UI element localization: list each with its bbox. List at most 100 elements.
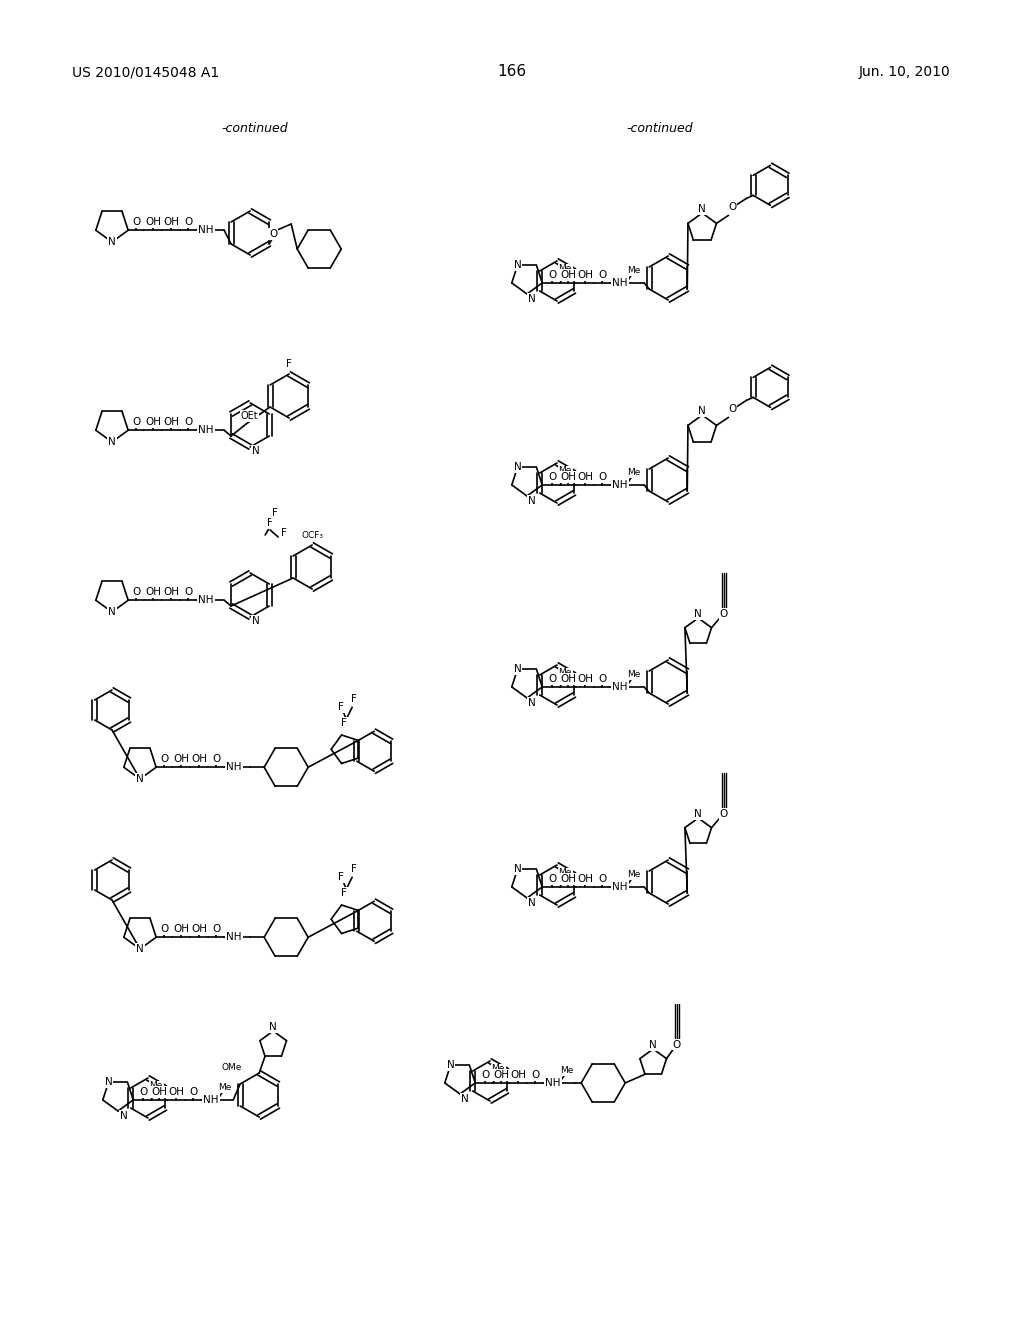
Text: N: N — [461, 1094, 469, 1104]
Text: F: F — [267, 517, 273, 528]
Text: Me: Me — [560, 1067, 573, 1076]
Text: -continued: -continued — [627, 121, 693, 135]
Text: NH: NH — [199, 425, 214, 436]
Text: N: N — [252, 616, 260, 626]
Text: F: F — [341, 888, 347, 898]
Text: OH: OH — [163, 587, 179, 597]
Text: O: O — [728, 202, 736, 213]
Text: O: O — [548, 675, 556, 684]
Text: N: N — [514, 865, 521, 874]
Text: OH: OH — [560, 271, 577, 280]
Text: OH: OH — [163, 218, 179, 227]
Text: O: O — [269, 228, 278, 239]
Text: O: O — [728, 404, 736, 414]
Text: N: N — [109, 437, 116, 447]
Text: O: O — [531, 1071, 540, 1080]
Text: O: O — [720, 809, 728, 818]
Text: N: N — [136, 944, 144, 954]
Text: Me: Me — [558, 466, 572, 475]
Text: O: O — [160, 924, 168, 935]
Text: N: N — [109, 607, 116, 616]
Text: -continued: -continued — [221, 121, 289, 135]
Text: NH: NH — [612, 882, 628, 892]
Text: N: N — [446, 1060, 455, 1071]
Text: N: N — [528, 496, 536, 506]
Text: OH: OH — [560, 874, 577, 884]
Text: Me: Me — [628, 469, 641, 478]
Text: O: O — [598, 675, 606, 684]
Text: OH: OH — [145, 587, 161, 597]
Text: F: F — [286, 359, 292, 370]
Text: OH: OH — [145, 417, 161, 428]
Text: N: N — [136, 774, 144, 784]
Text: O: O — [548, 473, 556, 482]
Text: N: N — [252, 446, 260, 455]
Text: F: F — [338, 702, 344, 713]
Text: O: O — [212, 924, 220, 935]
Text: F: F — [351, 865, 357, 874]
Text: F: F — [272, 508, 279, 517]
Text: Me: Me — [150, 1081, 163, 1090]
Text: NH: NH — [203, 1096, 219, 1105]
Text: Me: Me — [558, 264, 572, 273]
Text: N: N — [104, 1077, 113, 1088]
Text: OH: OH — [168, 1086, 184, 1097]
Text: OH: OH — [191, 754, 207, 764]
Text: N: N — [269, 1022, 278, 1032]
Text: N: N — [109, 238, 116, 247]
Text: F: F — [351, 694, 357, 705]
Text: N: N — [698, 407, 707, 416]
Text: N: N — [528, 294, 536, 304]
Text: O: O — [189, 1086, 198, 1097]
Text: O: O — [132, 587, 140, 597]
Text: NH: NH — [612, 682, 628, 692]
Text: OH: OH — [560, 473, 577, 482]
Text: OH: OH — [145, 218, 161, 227]
Text: Jun. 10, 2010: Jun. 10, 2010 — [858, 65, 950, 79]
Text: O: O — [212, 754, 220, 764]
Text: US 2010/0145048 A1: US 2010/0145048 A1 — [72, 65, 219, 79]
Text: F: F — [341, 718, 347, 729]
Text: N: N — [514, 462, 521, 473]
Text: OH: OH — [578, 473, 593, 482]
Text: N: N — [528, 698, 536, 708]
Text: N: N — [694, 609, 702, 619]
Text: N: N — [694, 809, 702, 818]
Text: N: N — [649, 1040, 657, 1049]
Text: OH: OH — [152, 1086, 167, 1097]
Text: NH: NH — [226, 762, 242, 772]
Text: NH: NH — [612, 279, 628, 288]
Text: N: N — [120, 1111, 128, 1121]
Text: O: O — [132, 417, 140, 428]
Text: N: N — [698, 205, 707, 214]
Text: N: N — [528, 898, 536, 908]
Text: N: N — [514, 260, 521, 271]
Text: OH: OH — [510, 1071, 526, 1080]
Text: OH: OH — [578, 675, 593, 684]
Text: NH: NH — [545, 1078, 561, 1088]
Text: OEt: OEt — [241, 411, 258, 421]
Text: NH: NH — [612, 480, 628, 490]
Text: Me: Me — [558, 668, 572, 677]
Text: O: O — [184, 587, 193, 597]
Text: O: O — [184, 218, 193, 227]
Text: OH: OH — [578, 874, 593, 884]
Text: Me: Me — [558, 869, 572, 878]
Text: O: O — [184, 417, 193, 428]
Text: O: O — [160, 754, 168, 764]
Text: O: O — [673, 1040, 681, 1049]
Text: OH: OH — [163, 417, 179, 428]
Text: O: O — [598, 473, 606, 482]
Text: OH: OH — [494, 1071, 509, 1080]
Text: OCF₃: OCF₃ — [301, 531, 324, 540]
Text: N: N — [514, 664, 521, 675]
Text: O: O — [548, 874, 556, 884]
Text: N: N — [136, 774, 144, 784]
Text: NH: NH — [199, 226, 214, 235]
Text: NH: NH — [226, 932, 242, 942]
Text: Me: Me — [492, 1064, 505, 1073]
Text: Me: Me — [628, 267, 641, 276]
Text: OH: OH — [173, 924, 189, 935]
Text: 166: 166 — [498, 65, 526, 79]
Text: Me: Me — [628, 671, 641, 680]
